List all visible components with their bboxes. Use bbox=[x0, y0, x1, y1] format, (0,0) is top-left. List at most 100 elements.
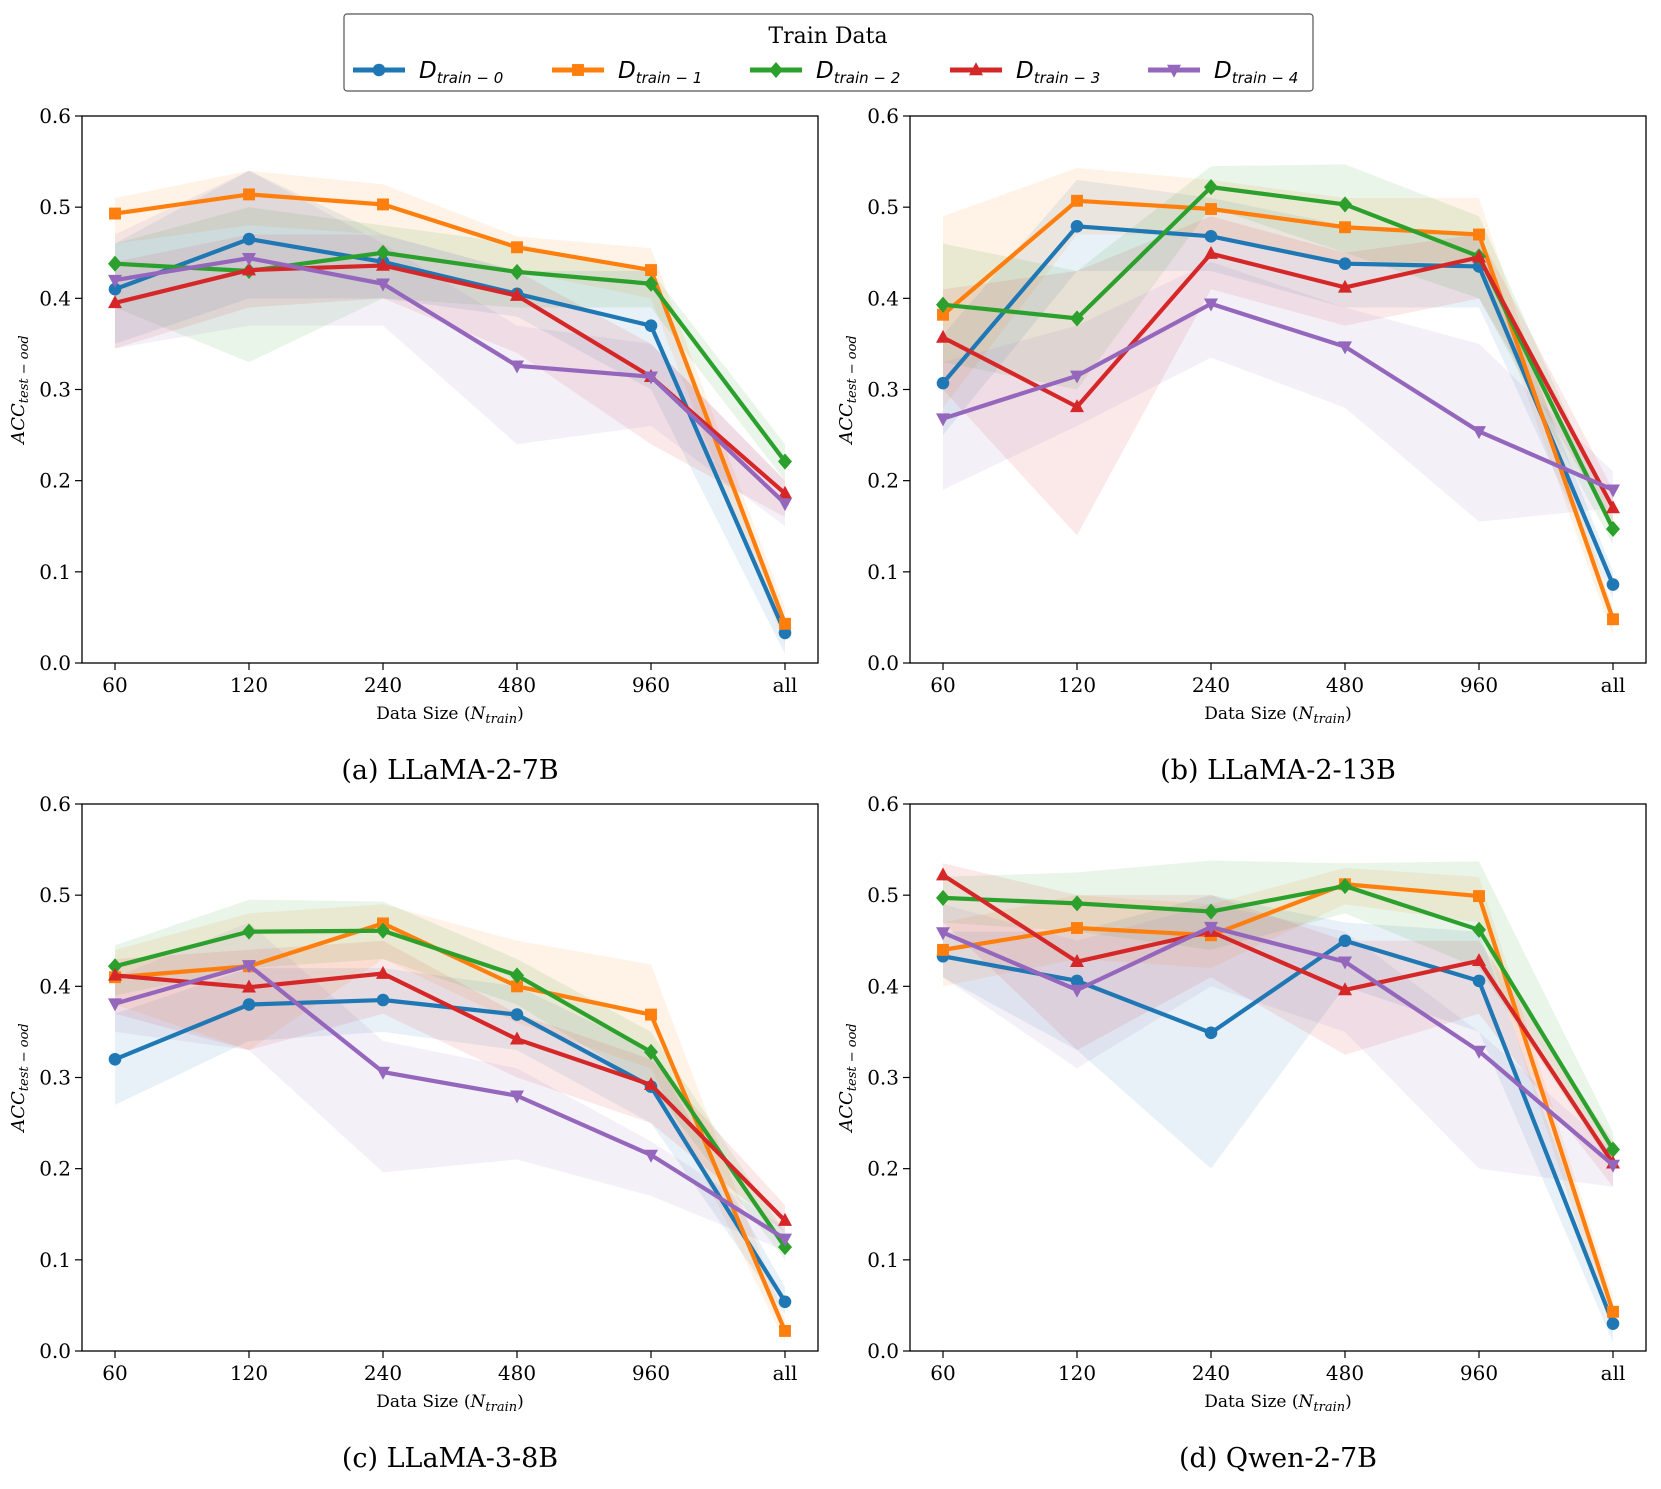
series-line-2-4 bbox=[114, 963, 787, 1241]
xlabel-2: Data Size (Ntrain) bbox=[376, 1392, 524, 1415]
point-2-2-2 bbox=[376, 922, 390, 939]
point-3-3-4 bbox=[1472, 953, 1486, 967]
point-0-0-0 bbox=[108, 282, 122, 296]
panel-3: 0.0 0.1 0.2 0.3 0.4 0.5 0.6 60 120 240 480 960 all Da… bbox=[836, 792, 1647, 1474]
xlabel-tail-3: ) bbox=[1345, 1392, 1352, 1412]
series-line-0-1 bbox=[114, 192, 787, 625]
legend-label-main-1: D bbox=[618, 58, 636, 84]
point-0-3-0 bbox=[108, 295, 122, 309]
xlabel-0: Data Size (Ntrain) bbox=[376, 704, 524, 727]
point-3-0-2 bbox=[1204, 1026, 1218, 1040]
ylabel-main-2: ACC bbox=[8, 1091, 29, 1134]
legend-label-2: Dtrain − 2 bbox=[816, 58, 900, 87]
ylabel-3: ACCtest − ood bbox=[836, 1023, 860, 1134]
xtick-label-1-3: 480 bbox=[1326, 673, 1364, 697]
series-line-2-2 bbox=[114, 928, 787, 1249]
point-3-2-1 bbox=[1070, 895, 1084, 912]
xlabel-sub-3: train bbox=[1313, 1400, 1345, 1415]
xtick-label-2-2: 240 bbox=[364, 1361, 402, 1385]
xtick-label-3-1: 120 bbox=[1058, 1361, 1096, 1385]
point-1-2-3 bbox=[1338, 196, 1352, 213]
xtick-label-3-3: 480 bbox=[1326, 1361, 1364, 1385]
point-3-4-0 bbox=[936, 927, 950, 941]
xlabel-1: Data Size (Ntrain) bbox=[1204, 704, 1352, 727]
xtick-label-3-5: all bbox=[1601, 1361, 1626, 1385]
point-3-2-3 bbox=[1338, 878, 1352, 895]
legend-label-sub-0: train − 0 bbox=[437, 69, 504, 87]
point-3-4-4 bbox=[1472, 1045, 1486, 1059]
ytick-label-2-3: 0.3 bbox=[39, 1066, 71, 1090]
legend-label-sub-3: train − 3 bbox=[1034, 69, 1101, 87]
point-1-4-4 bbox=[1472, 426, 1486, 440]
point-2-2-3 bbox=[510, 967, 524, 984]
ytick-label-1-0: 0.0 bbox=[867, 651, 899, 675]
point-2-0-1 bbox=[242, 998, 256, 1011]
point-0-4-4 bbox=[644, 371, 658, 385]
point-2-2-4 bbox=[644, 1043, 658, 1061]
xlabel-sub-0: train bbox=[485, 712, 517, 727]
band-0-1 bbox=[115, 170, 785, 645]
series-line-1-0 bbox=[941, 224, 1615, 586]
series-line-1-3 bbox=[942, 251, 1615, 510]
point-0-3-1 bbox=[242, 262, 256, 276]
xtick-label-0-1: 120 bbox=[230, 673, 268, 697]
ytick-label-2-5: 0.5 bbox=[39, 883, 71, 907]
point-3-2-4 bbox=[1472, 921, 1486, 938]
point-1-0-3 bbox=[1338, 257, 1352, 270]
legend-marker-0 bbox=[372, 63, 386, 77]
point-0-2-3 bbox=[510, 263, 524, 280]
series-line-3-0 bbox=[942, 938, 1615, 1325]
series-line-1-4 bbox=[942, 301, 1614, 492]
caption-1: (b) LLaMA-2-13B bbox=[1160, 755, 1396, 786]
point-0-4-2 bbox=[376, 278, 390, 292]
point-1-1-5 bbox=[1607, 613, 1619, 626]
xlabel-italic-3: N bbox=[1298, 1392, 1315, 1412]
legend-label-0: Dtrain − 0 bbox=[419, 58, 503, 87]
point-0-1-2 bbox=[377, 198, 389, 211]
caption-2: (c) LLaMA-3-8B bbox=[342, 1443, 558, 1474]
band-3-3 bbox=[943, 863, 1613, 1187]
ylabel-main-1: ACC bbox=[836, 403, 857, 446]
point-3-3-0 bbox=[936, 867, 950, 881]
ytick-label-2-0: 0.0 bbox=[39, 1339, 71, 1363]
point-2-1-3 bbox=[511, 980, 523, 993]
point-1-2-5 bbox=[1606, 520, 1620, 538]
point-1-4-1 bbox=[1070, 370, 1084, 384]
point-2-0-0 bbox=[108, 1052, 122, 1066]
point-2-0-2 bbox=[376, 993, 390, 1007]
point-3-4-5 bbox=[1606, 1159, 1620, 1173]
ytick-label-1-1: 0.1 bbox=[867, 560, 899, 584]
point-0-3-3 bbox=[510, 287, 524, 301]
band-0-2 bbox=[115, 207, 785, 481]
xtick-label-0-3: 480 bbox=[498, 673, 536, 697]
ytick-label-0-2: 0.2 bbox=[39, 469, 71, 493]
point-1-0-1 bbox=[1070, 220, 1084, 233]
ytick-label-2-2: 0.2 bbox=[39, 1157, 71, 1181]
ytick-label-1-6: 0.6 bbox=[867, 104, 899, 128]
point-3-3-3 bbox=[1338, 982, 1352, 996]
legend-entry-1: Dtrain − 1 bbox=[552, 58, 702, 87]
point-2-3-2 bbox=[376, 965, 390, 979]
band-2-0 bbox=[115, 968, 785, 1315]
point-2-3-3 bbox=[510, 1031, 524, 1045]
legend-marker-2 bbox=[769, 61, 783, 79]
series-line-0-2 bbox=[114, 250, 787, 463]
band-1-1 bbox=[943, 167, 1613, 636]
point-2-2-5 bbox=[778, 1239, 792, 1256]
xtick-label-3-4: 960 bbox=[1460, 1361, 1498, 1385]
ytick-label-0-3: 0.3 bbox=[39, 378, 71, 402]
xtick-label-0-4: 960 bbox=[632, 673, 670, 697]
panel-1: 0.0 0.1 0.2 0.3 0.4 0.5 0.6 60 120 240 480 960 all Da… bbox=[836, 104, 1647, 786]
xlabel-tail-0: ) bbox=[517, 704, 524, 724]
xlabel-sub-2: train bbox=[485, 1400, 517, 1415]
point-2-4-1 bbox=[242, 960, 256, 974]
xtick-label-2-0: 60 bbox=[102, 1361, 127, 1385]
legend-label-main-0: D bbox=[419, 58, 437, 84]
band-0-3 bbox=[115, 234, 785, 518]
ytick-label-3-5: 0.5 bbox=[867, 883, 899, 907]
legend-marker-4 bbox=[1167, 64, 1181, 78]
point-1-3-3 bbox=[1338, 279, 1352, 293]
point-1-4-3 bbox=[1338, 341, 1352, 355]
xtick-label-1-4: 960 bbox=[1460, 673, 1498, 697]
